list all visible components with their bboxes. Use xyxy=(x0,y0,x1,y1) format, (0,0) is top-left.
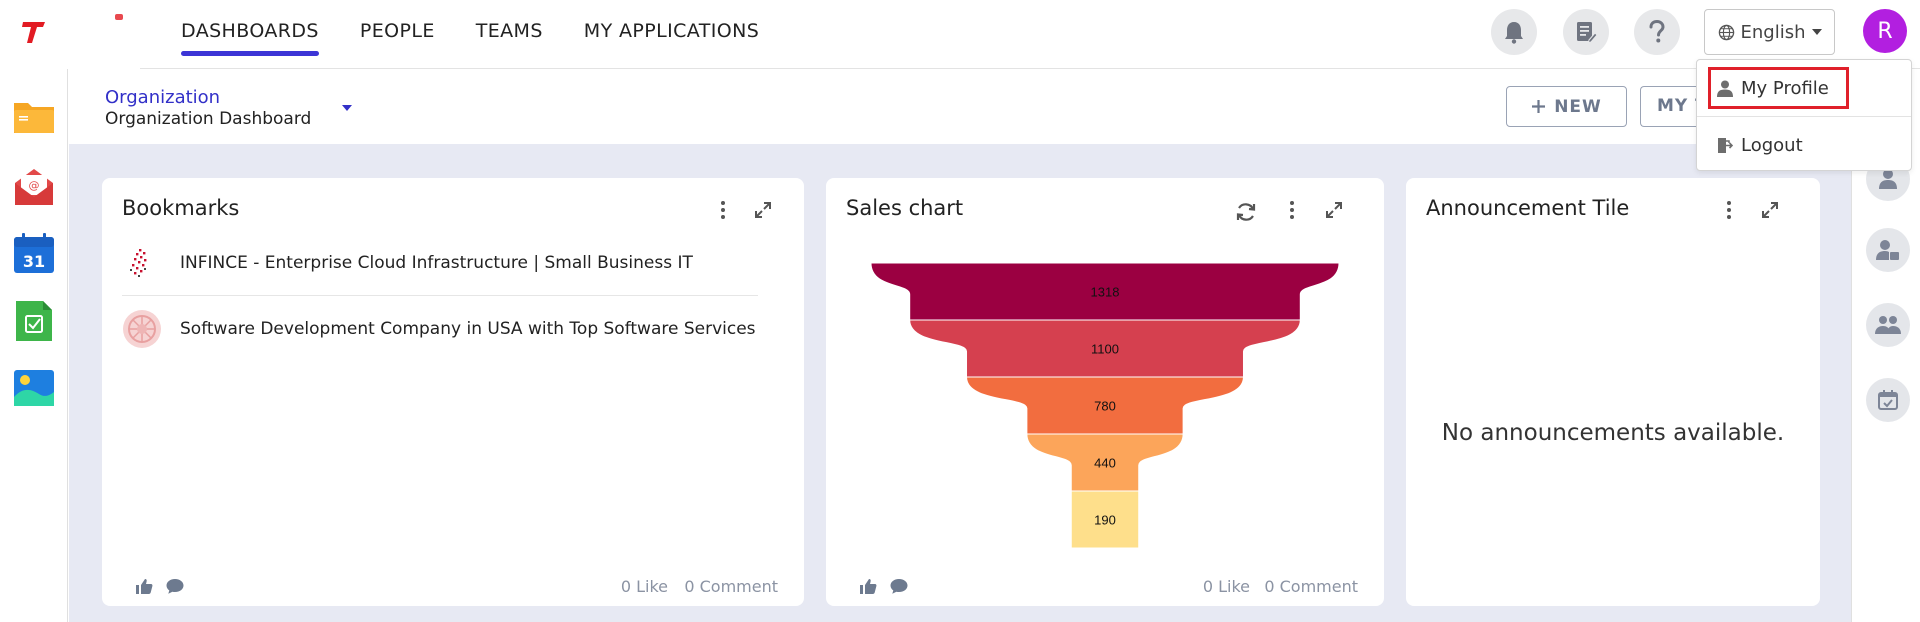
calendar-app-icon[interactable]: 31 xyxy=(13,232,55,274)
bookmark-title: INFINCE - Enterprise Cloud Infrastructur… xyxy=(180,253,693,273)
more-vertical-icon[interactable] xyxy=(1719,200,1739,220)
funnel-segment xyxy=(1070,490,1140,549)
dashboard-name: Organization Dashboard xyxy=(105,109,312,129)
logout-menu-item[interactable]: Logout xyxy=(1717,125,1803,165)
funnel-value-label: 1100 xyxy=(1091,342,1119,357)
funnel-value-label: 440 xyxy=(1094,456,1116,471)
tasks-app-icon[interactable] xyxy=(13,300,55,342)
help-button[interactable] xyxy=(1634,9,1680,55)
dashboard-header: Organization Organization Dashboard NEW … xyxy=(69,69,1851,144)
logout-label: Logout xyxy=(1741,134,1803,156)
notes-button[interactable] xyxy=(1563,9,1609,55)
expand-icon[interactable] xyxy=(1760,200,1780,220)
sales-chart-title: Sales chart xyxy=(846,196,964,220)
folder-app-icon[interactable] xyxy=(13,97,55,139)
globe-icon xyxy=(1718,24,1734,40)
bookmarks-title: Bookmarks xyxy=(122,196,240,220)
top-bar: DASHBOARDS PEOPLE TEAMS MY APPLICATIONS xyxy=(0,0,1920,68)
person-icon xyxy=(1879,169,1897,189)
empty-announcements-message: No announcements available. xyxy=(1441,420,1785,446)
comment-icon[interactable] xyxy=(165,576,185,596)
expand-icon[interactable] xyxy=(1324,200,1344,220)
nav-people[interactable]: PEOPLE xyxy=(359,20,435,42)
new-button[interactable]: NEW xyxy=(1506,86,1627,127)
plus-icon xyxy=(1532,100,1546,113)
user-settings-button[interactable] xyxy=(1866,228,1910,272)
like-icon[interactable] xyxy=(134,576,154,596)
refresh-icon[interactable] xyxy=(1234,200,1258,224)
language-label: English xyxy=(1740,21,1806,43)
nav-my-applications[interactable]: MY APPLICATIONS xyxy=(583,20,760,42)
notes-icon xyxy=(1577,22,1597,44)
bookmark-item[interactable]: INFINCE - Enterprise Cloud Infrastructur… xyxy=(122,235,772,291)
sales-funnel-chart: 1318 1100 780 440 190 xyxy=(870,262,1340,549)
more-vertical-icon[interactable] xyxy=(1282,200,1302,220)
bell-icon xyxy=(1505,22,1523,44)
avatar[interactable]: R xyxy=(1863,9,1907,53)
group-icon xyxy=(1875,316,1901,334)
sales-chart-card: Sales chart 1318 1100 780 440 190 0 Like xyxy=(826,178,1384,606)
dashboard-content: Bookmarks INFINCE - Enterprise Cloud Inf… xyxy=(69,144,1851,622)
app-logo[interactable] xyxy=(20,16,50,46)
dashboard-select-caret[interactable] xyxy=(342,105,352,111)
card-footer: 0 Like 0 Comment xyxy=(826,576,1384,602)
profile-dropdown: My Profile Logout xyxy=(1696,59,1912,171)
more-vertical-icon[interactable] xyxy=(713,200,733,220)
funnel-value-label: 190 xyxy=(1094,513,1116,528)
card-footer: 0 Like 0 Comment xyxy=(102,576,804,602)
person-settings-icon xyxy=(1876,240,1899,260)
my-profile-menu-item[interactable]: My Profile xyxy=(1717,68,1829,108)
comment-icon[interactable] xyxy=(889,576,909,596)
comment-count[interactable]: 0 Comment xyxy=(1264,577,1358,596)
user-icon xyxy=(1717,80,1733,97)
my-profile-label: My Profile xyxy=(1741,77,1829,99)
logout-icon xyxy=(1718,137,1733,153)
gallery-app-icon[interactable] xyxy=(13,367,55,409)
announcement-card: Announcement Tile No announcements avail… xyxy=(1406,178,1820,606)
tasks-calendar-button[interactable] xyxy=(1866,378,1910,422)
announcement-title: Announcement Tile xyxy=(1426,196,1630,220)
funnel-value-label: 780 xyxy=(1094,399,1116,414)
caret-down-icon xyxy=(1811,29,1822,35)
group-button[interactable] xyxy=(1866,303,1910,347)
new-button-label: NEW xyxy=(1554,96,1602,117)
funnel-value-label: 1318 xyxy=(1091,285,1120,300)
organization-link[interactable]: Organization xyxy=(105,87,221,108)
svg-text:@: @ xyxy=(29,179,40,192)
main-nav: DASHBOARDS PEOPLE TEAMS MY APPLICATIONS xyxy=(181,0,759,68)
comment-count[interactable]: 0 Comment xyxy=(684,577,778,596)
left-app-rail: @ 31 xyxy=(0,69,68,622)
expand-icon[interactable] xyxy=(753,200,773,220)
infince-favicon xyxy=(130,249,147,277)
help-icon xyxy=(1649,20,1665,43)
calendar-day: 31 xyxy=(23,252,45,271)
bookmarks-card: Bookmarks INFINCE - Enterprise Cloud Inf… xyxy=(102,178,804,606)
bookmark-title: Software Development Company in USA with… xyxy=(180,319,756,339)
my-profile-highlight xyxy=(1708,67,1849,109)
bookmark-divider xyxy=(122,295,758,296)
calendar-check-icon xyxy=(1878,390,1898,410)
topbar-divider xyxy=(140,68,1920,69)
like-count[interactable]: 0 Like xyxy=(620,577,668,596)
nav-dashboards[interactable]: DASHBOARDS xyxy=(181,0,319,68)
language-selector[interactable]: English xyxy=(1704,9,1835,55)
company-favicon xyxy=(123,310,161,348)
notifications-button[interactable] xyxy=(1491,9,1537,55)
nav-teams[interactable]: TEAMS xyxy=(475,20,543,42)
like-count[interactable]: 0 Like xyxy=(1202,577,1250,596)
logo-mark xyxy=(115,14,123,20)
like-icon[interactable] xyxy=(858,576,878,596)
dropdown-divider xyxy=(1697,116,1911,117)
bookmark-item[interactable]: Software Development Company in USA with… xyxy=(122,301,772,357)
mail-app-icon[interactable]: @ xyxy=(13,165,55,207)
